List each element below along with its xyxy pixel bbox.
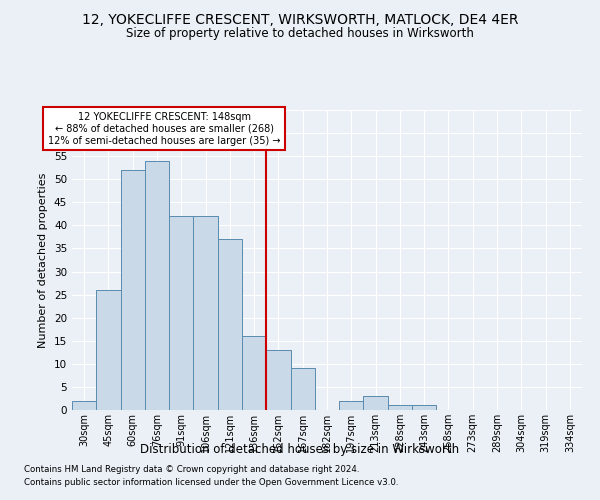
Bar — [96, 290, 121, 410]
Bar — [266, 350, 290, 410]
Bar — [193, 216, 218, 410]
Bar — [145, 161, 169, 410]
Bar — [169, 216, 193, 410]
Bar — [72, 401, 96, 410]
Bar — [412, 406, 436, 410]
Bar — [218, 239, 242, 410]
Text: Size of property relative to detached houses in Wirksworth: Size of property relative to detached ho… — [126, 28, 474, 40]
Text: Contains HM Land Registry data © Crown copyright and database right 2024.: Contains HM Land Registry data © Crown c… — [24, 466, 359, 474]
Bar — [339, 401, 364, 410]
Bar — [290, 368, 315, 410]
Bar — [364, 396, 388, 410]
Text: 12 YOKECLIFFE CRESCENT: 148sqm
← 88% of detached houses are smaller (268)
12% of: 12 YOKECLIFFE CRESCENT: 148sqm ← 88% of … — [48, 112, 281, 146]
Text: 12, YOKECLIFFE CRESCENT, WIRKSWORTH, MATLOCK, DE4 4ER: 12, YOKECLIFFE CRESCENT, WIRKSWORTH, MAT… — [82, 12, 518, 26]
Bar — [242, 336, 266, 410]
Text: Distribution of detached houses by size in Wirksworth: Distribution of detached houses by size … — [140, 442, 460, 456]
Text: Contains public sector information licensed under the Open Government Licence v3: Contains public sector information licen… — [24, 478, 398, 487]
Bar — [121, 170, 145, 410]
Y-axis label: Number of detached properties: Number of detached properties — [38, 172, 49, 348]
Bar — [388, 406, 412, 410]
